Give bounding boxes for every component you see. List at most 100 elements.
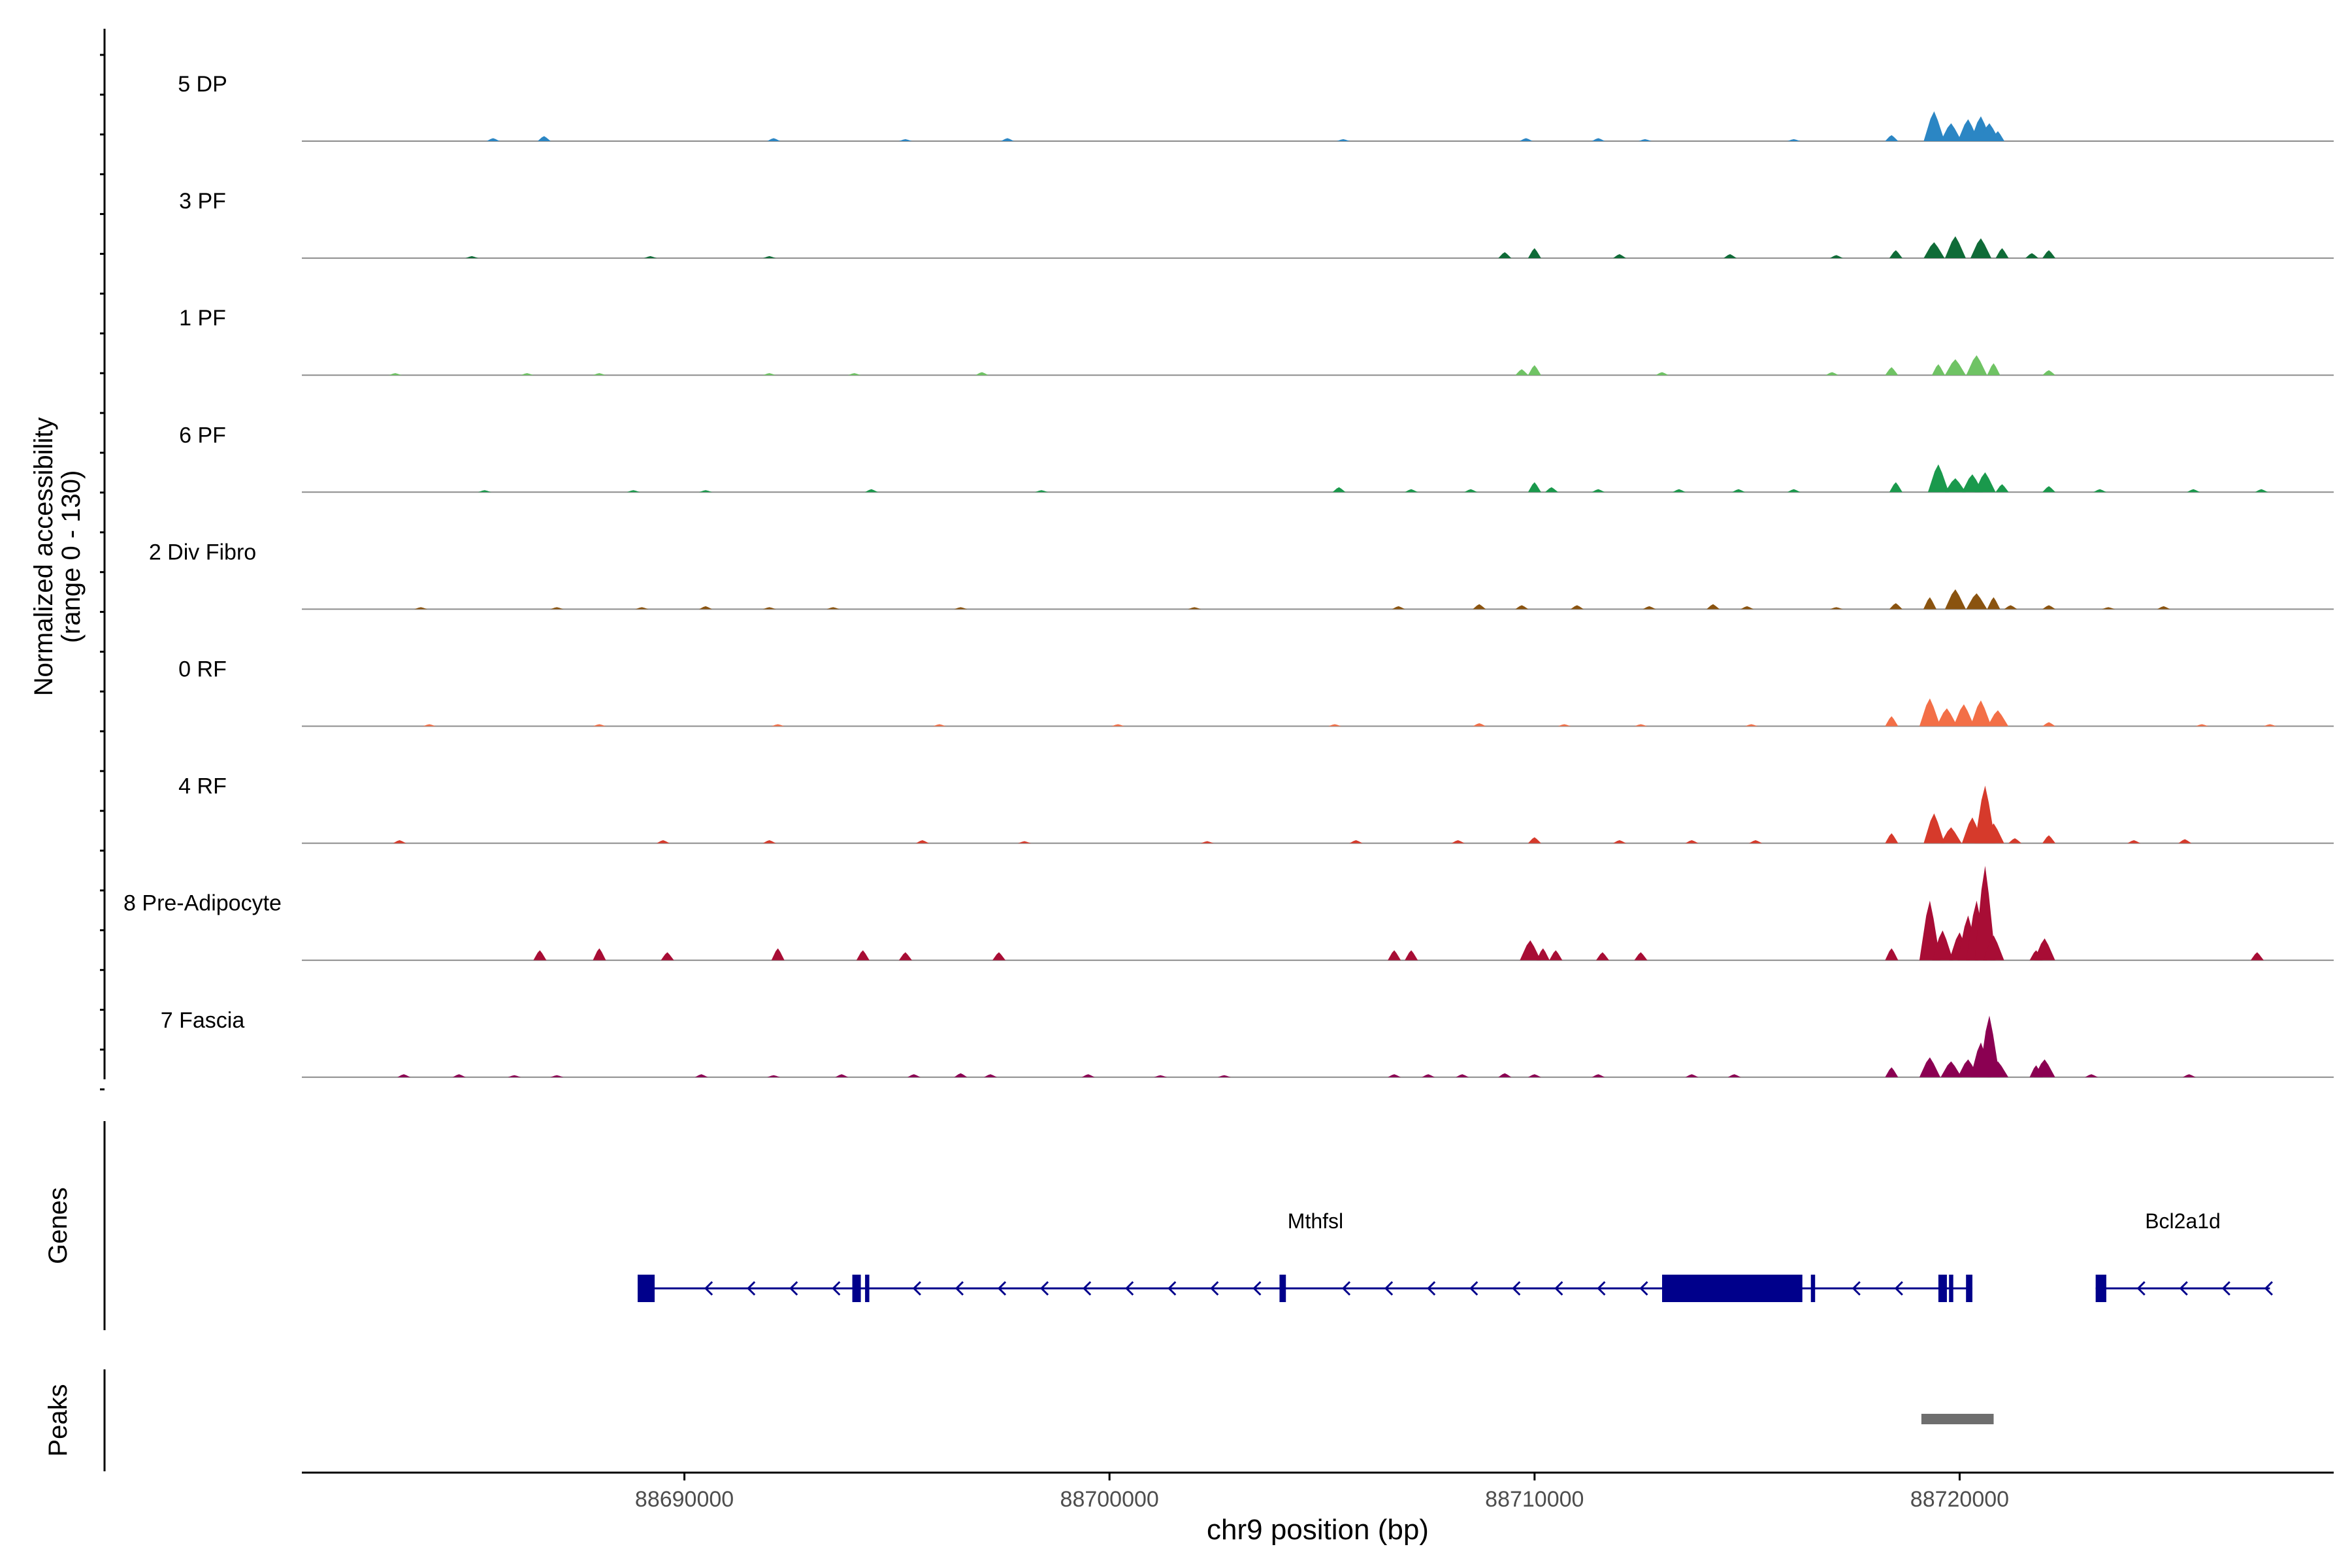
- coverage-peak: [537, 136, 551, 141]
- x-axis-label: chr9 position (bp): [1207, 1514, 1429, 1546]
- track-label: 3 PF: [179, 189, 226, 214]
- coverage-peak: [762, 256, 776, 259]
- coverage-peak: [1656, 372, 1669, 376]
- coverage-peak: [699, 490, 713, 493]
- coverage-peak: [1707, 604, 1720, 610]
- coverage-peak: [2042, 722, 2056, 727]
- coverage-peak: [1392, 606, 1405, 610]
- coverage-tracks: 5 DP 3 PF 1 PF 6 PF 2 Div Fibro 0 RF 4 RF 8 Pre…: [123, 72, 2334, 1078]
- coverage-peak: [2127, 840, 2141, 843]
- coverage-peak: [1337, 139, 1350, 141]
- gene-exon: [852, 1275, 861, 1302]
- strand-arrow: [1427, 1281, 1436, 1296]
- coverage-peak: [1923, 242, 1945, 259]
- gene-name-label: Bcl2a1d: [2145, 1209, 2221, 1233]
- coverage-peak: [1018, 841, 1032, 843]
- coverage-peak: [762, 373, 776, 376]
- coverage-peak: [1787, 139, 1801, 141]
- strand-arrow: [1894, 1281, 1903, 1296]
- coverage-peak: [1405, 950, 1418, 960]
- x-tick-label: 88690000: [635, 1487, 734, 1512]
- coverage-peak: [1927, 464, 1949, 493]
- coverage-peak: [2034, 938, 2055, 960]
- coverage-track: 0 RF: [178, 657, 2334, 727]
- coverage-peak: [1685, 840, 1699, 843]
- coverage-peak: [2085, 1074, 2099, 1077]
- strand-arrow: [1168, 1281, 1177, 1296]
- coverage-peak: [393, 840, 406, 843]
- strand-arrow: [704, 1281, 713, 1296]
- strand-arrow: [1252, 1281, 1262, 1296]
- x-tick-label: 88720000: [1910, 1487, 2009, 1512]
- strand-arrow: [2179, 1281, 2188, 1296]
- coverage-peak: [1919, 1057, 1940, 1077]
- coverage-peak: [657, 840, 670, 843]
- coverage-peak: [1744, 724, 1758, 727]
- coverage-peak: [1987, 363, 2001, 376]
- strand-arrow: [1554, 1281, 1563, 1296]
- coverage-peak: [1035, 490, 1049, 493]
- strand-arrow: [1341, 1281, 1351, 1296]
- coverage-peak: [520, 373, 534, 376]
- coverage-peak: [1685, 1074, 1699, 1077]
- coverage-peak: [1612, 254, 1626, 259]
- coverage-peak: [508, 1075, 521, 1077]
- coverage-peak: [635, 607, 649, 610]
- coverage-peak: [1638, 139, 1652, 141]
- coverage-peak: [550, 607, 564, 610]
- coverage-peak: [2042, 486, 2056, 493]
- strand-arrow: [1469, 1281, 1478, 1296]
- coverage-peak: [932, 724, 946, 727]
- coverage-peak: [2157, 606, 2170, 610]
- coverage-peak: [2182, 1074, 2196, 1077]
- coverage-peak: [762, 840, 776, 843]
- strand-arrow: [2136, 1281, 2146, 1296]
- coverage-peak: [1940, 1061, 1962, 1077]
- coverage-peak: [627, 490, 640, 493]
- coverage-peak: [1111, 724, 1125, 727]
- coverage-peak: [1991, 131, 2005, 141]
- coverage-peak: [835, 1074, 849, 1077]
- gene-exon: [1662, 1275, 1803, 1302]
- strand-arrow: [789, 1281, 798, 1296]
- coverage-track: 2 Div Fibro: [149, 540, 2334, 610]
- coverage-peak: [699, 606, 713, 610]
- strand-arrow: [747, 1281, 756, 1296]
- coverage-peak: [992, 952, 1006, 960]
- coverage-peak: [1451, 840, 1465, 843]
- strand-arrow: [997, 1281, 1007, 1296]
- track-label: 5 DP: [178, 72, 227, 97]
- strand-arrow: [1512, 1281, 1521, 1296]
- coverage-peak: [954, 1073, 968, 1077]
- coverage-track: 1 PF: [179, 306, 2334, 376]
- coverage-peak: [1558, 724, 1571, 727]
- coverage-peak: [1889, 603, 1903, 610]
- coverage-peak: [550, 1075, 564, 1077]
- coverage-peak: [2025, 253, 2039, 259]
- coverage-peak: [1940, 827, 1962, 843]
- coverage-peak: [1595, 952, 1609, 960]
- coverage-peak: [1732, 489, 1746, 493]
- coverage-peak: [1527, 248, 1541, 259]
- coverage-peak: [694, 1074, 708, 1077]
- coverage-peak: [1885, 1067, 1899, 1077]
- coverage-peak: [1723, 254, 1737, 259]
- strand-arrow: [1125, 1281, 1134, 1296]
- coverage-track: 8 Pre-Adipocyte: [123, 866, 2334, 961]
- peak-region: [1921, 1414, 1994, 1424]
- coverage-peak: [1944, 359, 1966, 376]
- coverage-peak: [1940, 123, 1962, 141]
- coverage-peak: [1527, 365, 1541, 376]
- coverage-peak: [1944, 589, 1966, 610]
- gene-exon: [865, 1275, 870, 1302]
- coverage-peak: [1612, 840, 1626, 843]
- track-label: 2 Div Fibro: [149, 540, 256, 564]
- coverage-peak: [915, 840, 929, 843]
- coverage-peak: [1200, 841, 1214, 843]
- coverage-peak: [1923, 597, 1936, 610]
- coverage-peak: [771, 948, 785, 960]
- coverage-peak: [1388, 950, 1401, 960]
- coverage-peak: [1634, 952, 1648, 960]
- coverage-peak: [1544, 487, 1558, 493]
- coverage-peak: [593, 724, 606, 727]
